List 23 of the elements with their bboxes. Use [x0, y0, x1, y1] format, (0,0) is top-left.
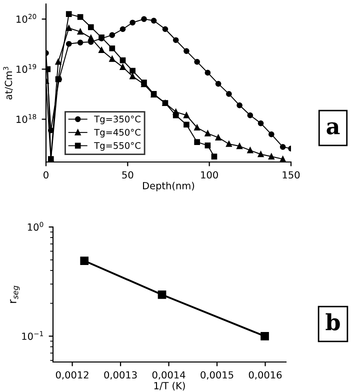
- x-tick-label: 0,0014: [152, 371, 186, 380]
- x-axis-title: 1/T (K): [154, 382, 185, 390]
- x-tick-label: 100: [201, 171, 218, 179]
- y-tick-label: 10$^{−1}$: [22, 331, 43, 340]
- y-axis-title: r$_{seg}$: [10, 286, 20, 303]
- x-tick-label: 0,0016: [248, 371, 282, 380]
- x-axis-title: Depth(nm): [143, 182, 194, 192]
- y-axis-title: at/Cm$^{3}$: [3, 66, 13, 100]
- y-tick-label: 10$^{19}$: [16, 64, 36, 73]
- y-tick-label: 10$^{18}$: [16, 114, 36, 123]
- y-tick-label: 10$^{20}$: [16, 14, 36, 23]
- text: b: [326, 313, 340, 330]
- legend-label: Tg=350°C: [94, 116, 140, 124]
- y-tick-label: 10$^{0}$: [28, 222, 44, 231]
- x-tick-label: 50: [122, 171, 134, 179]
- x-tick-label: 150: [282, 171, 300, 179]
- legend-label: Tg=450°C: [94, 128, 140, 138]
- x-tick-label: 0,0013: [104, 371, 137, 380]
- x-tick-label: 0,0015: [200, 371, 234, 380]
- x-tick-label: 0,0012: [56, 371, 88, 380]
- x-tick-label: 0: [44, 171, 48, 179]
- text: a: [326, 122, 340, 134]
- legend-label: Tg=550°C: [94, 142, 140, 151]
